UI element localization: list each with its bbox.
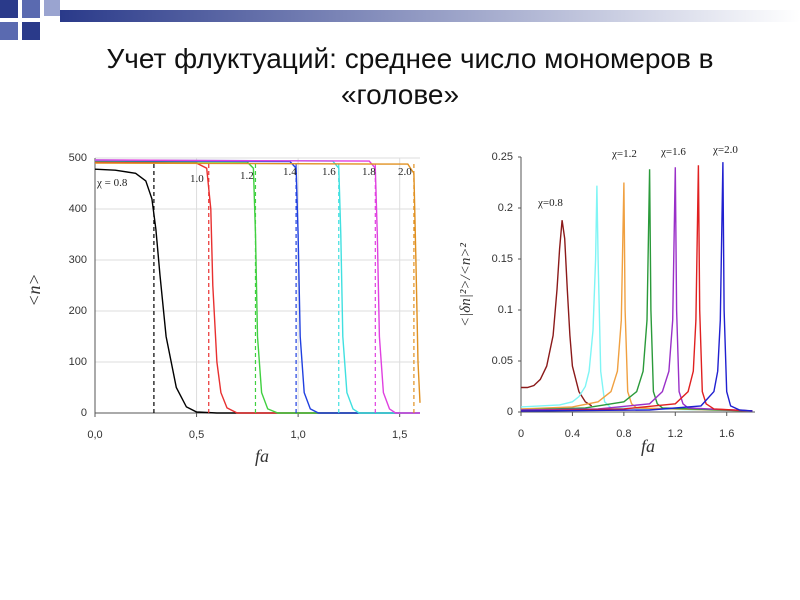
series-line — [94, 159, 420, 414]
series-line — [94, 161, 420, 414]
chart: 0 0.05 0.1 0.15 0.2 0.25 0 0.4 0.8 1.2 1.6 fa <|δn|²… — [458, 144, 755, 456]
x-tick-label: 0,0 — [87, 429, 102, 441]
series-label: χ=2.0 — [712, 144, 738, 156]
y-tick-label: 0.05 — [492, 355, 513, 367]
series-label: 1.8 — [362, 166, 376, 178]
series-label: χ = 0.8 — [96, 177, 128, 189]
y-axis-label: <n> — [24, 273, 44, 306]
series-line — [94, 159, 420, 414]
y-tick-label: 100 — [69, 356, 87, 368]
series-label: χ=1.2 — [611, 148, 637, 160]
x-tick-label: 1,5 — [392, 429, 407, 441]
series-label: 2.0 — [398, 166, 412, 178]
series-label: χ=0.8 — [537, 197, 563, 209]
chart: 0 100 200 300 400 500 0,0 0,5 1,0 1,5 fa <n> χ = 0.8… — [24, 152, 421, 466]
series-line — [520, 162, 753, 412]
series-label: 1.0 — [190, 173, 204, 185]
series-line — [94, 168, 420, 414]
series-line — [94, 159, 420, 414]
x-axis-label: fa — [641, 436, 655, 456]
x-tick-label: 0 — [518, 428, 524, 440]
y-tick-label: 0.25 — [492, 151, 513, 163]
y-tick-label: 300 — [69, 254, 87, 266]
series-line — [94, 162, 421, 403]
y-tick-label: 0 — [507, 406, 513, 418]
y-tick-label: 0.1 — [498, 304, 513, 316]
y-tick-label: 0.2 — [498, 202, 513, 214]
series-line — [520, 167, 753, 412]
series-label: 1.6 — [322, 166, 336, 178]
y-axis-label: <|δn|²>/<n>² — [458, 243, 474, 327]
x-tick-label: 0.4 — [565, 428, 580, 440]
series-line — [520, 169, 753, 412]
series-line — [521, 220, 593, 407]
y-tick-label: 0 — [81, 407, 87, 419]
x-tick-label: 1.2 — [668, 428, 683, 440]
y-tick-label: 0.15 — [492, 253, 513, 265]
decoration — [0, 0, 800, 40]
series-line — [94, 160, 420, 414]
slide-title: Учет флуктуаций: среднее число мономеров… — [106, 43, 713, 110]
series-line — [520, 165, 753, 412]
series-line — [520, 182, 753, 412]
series-label: 1.4 — [283, 166, 297, 178]
x-axis-label: fa — [255, 446, 269, 466]
y-tick-label: 500 — [69, 152, 87, 164]
y-tick-label: 200 — [69, 305, 87, 317]
y-tick-label: 400 — [69, 203, 87, 215]
x-tick-label: 1.6 — [719, 428, 734, 440]
x-tick-label: 0.8 — [616, 428, 631, 440]
x-tick-label: 0,5 — [189, 429, 204, 441]
series-label: χ=1.6 — [660, 146, 686, 158]
series-label: 1.2 — [240, 170, 254, 182]
x-tick-label: 1,0 — [290, 429, 305, 441]
